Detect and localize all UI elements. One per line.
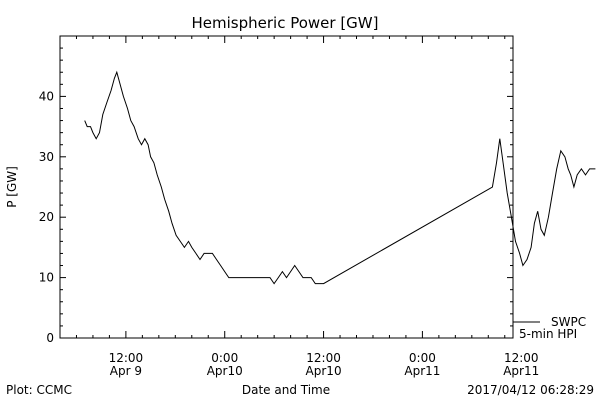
x-tick-label-date: Apr11	[404, 364, 440, 378]
chart-title: Hemispheric Power [GW]	[192, 14, 379, 32]
x-tick-label-date: Apr10	[207, 364, 243, 378]
plot-frame	[59, 35, 514, 339]
x-tick-label-date: Apr10	[306, 364, 342, 378]
x-tick-label-time: 12:00	[504, 351, 539, 365]
footer-plot-source: Plot: CCMC	[6, 383, 72, 397]
x-tick-label-time: 0:00	[211, 351, 238, 365]
legend-swpc-label: SWPC	[551, 315, 586, 329]
y-tick-label: 20	[39, 210, 54, 224]
y-tick-label: 0	[46, 331, 54, 345]
x-axis-label: Date and Time	[242, 383, 330, 397]
legend: SWPC 5-min HPI	[513, 315, 586, 341]
series-layer	[84, 70, 596, 285]
series-line-swpc	[84, 70, 596, 285]
y-axis: 0 10 20 30 40	[39, 47, 513, 345]
y-tick-label: 40	[39, 89, 54, 103]
x-tick-label-date: Apr 9	[110, 364, 142, 378]
footer-timestamp: 2017/04/12 06:28:29	[467, 383, 594, 397]
x-tick-label-time: 12:00	[109, 351, 144, 365]
x-tick-label-date: Apr11	[503, 364, 539, 378]
y-tick-label: 30	[39, 150, 54, 164]
x-tick-label-time: 0:00	[409, 351, 436, 365]
x-tick-label-time: 12:00	[306, 351, 341, 365]
y-tick-label: 10	[39, 271, 54, 285]
y-axis-label: P [GW]	[5, 166, 19, 208]
legend-hpi-label: 5-min HPI	[519, 327, 577, 341]
